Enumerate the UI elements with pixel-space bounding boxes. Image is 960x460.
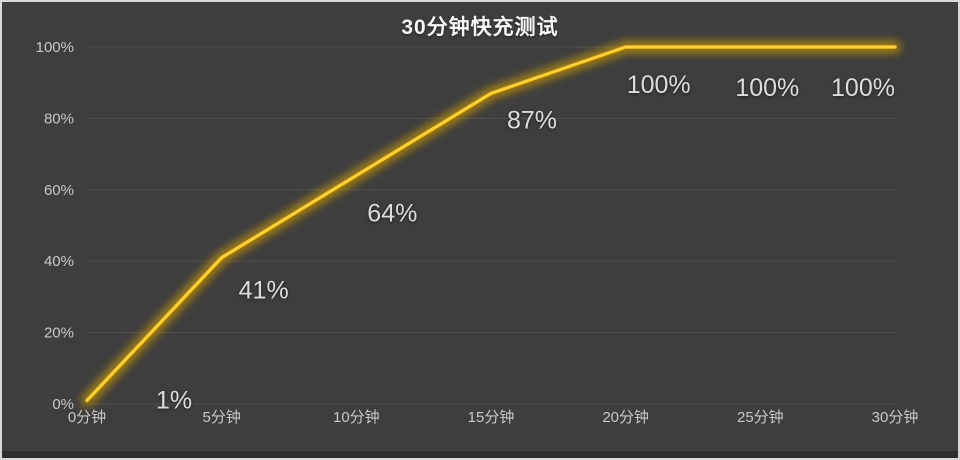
x-axis-tick-label: 20分钟 bbox=[602, 409, 649, 426]
y-axis-tick-label: 60% bbox=[44, 182, 74, 199]
y-axis-tick-label: 40% bbox=[44, 253, 74, 270]
data-label: 87% bbox=[507, 106, 557, 134]
y-axis-tick-label: 100% bbox=[36, 39, 74, 56]
gridlines-layer: 0% 20% 40% 60% 80% 100% 0分钟 5分钟 10分钟 15分钟 20分钟 25分钟… bbox=[36, 39, 919, 426]
x-axis-tick-label: 5分钟 bbox=[202, 409, 240, 426]
series-line-highlight bbox=[86, 46, 896, 402]
x-axis-tick-label: 15分钟 bbox=[468, 409, 515, 426]
data-label: 100% bbox=[735, 74, 799, 102]
x-axis-tick-label: 25分钟 bbox=[737, 409, 784, 426]
x-axis-tick-label: 10分钟 bbox=[333, 409, 380, 426]
y-axis-tick-label: 80% bbox=[44, 110, 74, 127]
y-axis-tick-label: 0% bbox=[52, 396, 74, 413]
data-label: 1% bbox=[156, 386, 192, 414]
labels-layer: 1% 41% 64% 87% 100% 100% 100% bbox=[156, 71, 895, 414]
data-label: 100% bbox=[831, 74, 895, 102]
chart-title: 30分钟快充测试 bbox=[401, 16, 559, 39]
y-axis-tick-label: 20% bbox=[44, 325, 74, 342]
x-axis-tick-label: 0分钟 bbox=[68, 409, 106, 426]
x-axis-tick-label: 30分钟 bbox=[872, 409, 919, 426]
data-label: 64% bbox=[367, 200, 417, 228]
series-layer bbox=[80, 40, 902, 408]
bottom-edge-strip bbox=[2, 451, 958, 458]
data-label: 100% bbox=[627, 71, 691, 99]
data-label: 41% bbox=[239, 277, 289, 305]
